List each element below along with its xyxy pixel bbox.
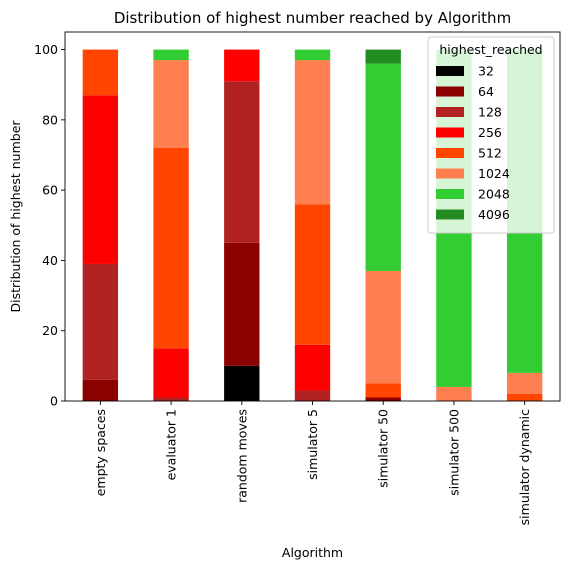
legend-swatch-2048 bbox=[436, 189, 464, 199]
legend-label-32: 32 bbox=[478, 64, 494, 79]
bar-segment-1024-simulator-50 bbox=[365, 270, 401, 384]
bar-segment-64-random-moves bbox=[224, 242, 260, 366]
legend-label-128: 128 bbox=[478, 105, 502, 120]
bar-segment-512-simulator-dynamic bbox=[506, 393, 543, 401]
bar-segment-512-simulator-5 bbox=[294, 204, 331, 345]
bar-segment-128-evaluator-1 bbox=[153, 397, 189, 401]
y-tick-label: 60 bbox=[42, 183, 58, 198]
bar-segment-128-empty-spaces bbox=[82, 263, 119, 380]
legend: highest_reached 32 64 128 256 512 1024 2048 4096 bbox=[427, 36, 555, 234]
bar-segment-256-simulator-5 bbox=[294, 344, 331, 391]
legend-label-1024: 1024 bbox=[478, 166, 510, 181]
y-tick-label: 20 bbox=[42, 323, 58, 338]
bar-segment-256-evaluator-1 bbox=[153, 348, 189, 398]
legend-label-256: 256 bbox=[478, 125, 502, 140]
bar-segment-128-simulator-5 bbox=[294, 390, 331, 401]
bar-segment-64-empty-spaces bbox=[82, 379, 119, 401]
bar-segment-1024-simulator-5 bbox=[294, 60, 331, 205]
bar-segment-1024-evaluator-1 bbox=[153, 60, 189, 148]
x-tick-label: simulator 500 bbox=[446, 409, 461, 496]
bar-segment-128-random-moves bbox=[224, 81, 260, 243]
y-tick-label: 80 bbox=[42, 112, 58, 127]
legend-swatch-4096 bbox=[436, 209, 464, 220]
chart-title: Distribution of highest number reached b… bbox=[114, 9, 511, 27]
bar-segment-2048-simulator-50 bbox=[365, 63, 401, 271]
legend-swatch-32 bbox=[436, 66, 464, 76]
legend-title: highest_reached bbox=[439, 42, 542, 57]
y-tick-label: 100 bbox=[34, 42, 58, 57]
bar-segment-256-empty-spaces bbox=[82, 95, 119, 264]
x-tick-label: simulator 50 bbox=[376, 409, 391, 488]
x-axis-title: Algorithm bbox=[282, 545, 343, 560]
bar-segment-512-simulator-50 bbox=[365, 383, 401, 398]
legend-swatch-128 bbox=[436, 107, 464, 117]
axes-layer: 0 20 40 60 80 100 empty spaces evaluator 1 rando… bbox=[34, 31, 561, 525]
bar-segment-2048-evaluator-1 bbox=[153, 49, 189, 61]
y-tick-label: 40 bbox=[42, 253, 58, 268]
bar-segment-2048-simulator-5 bbox=[294, 49, 331, 61]
legend-box bbox=[427, 36, 555, 234]
legend-swatch-512 bbox=[436, 148, 464, 158]
bar-segment-64-simulator-50 bbox=[365, 397, 401, 401]
bar-segment-512-evaluator-1 bbox=[153, 147, 189, 349]
y-axis-title: Distribution of highest number bbox=[8, 120, 23, 313]
legend-swatch-1024 bbox=[436, 168, 464, 179]
x-tick-label: simulator dynamic bbox=[517, 409, 532, 525]
bar-segment-32-random-moves bbox=[224, 365, 260, 401]
x-tick-label: evaluator 1 bbox=[164, 409, 179, 480]
bar-segment-256-random-moves bbox=[224, 49, 260, 82]
x-tick-label: empty spaces bbox=[93, 409, 108, 496]
legend-label-512: 512 bbox=[478, 146, 502, 161]
x-tick-label: simulator 5 bbox=[305, 409, 320, 480]
legend-label-4096: 4096 bbox=[478, 207, 510, 222]
legend-label-2048: 2048 bbox=[478, 187, 510, 202]
legend-swatch-64 bbox=[436, 86, 464, 97]
bar-segment-512-empty-spaces bbox=[82, 49, 119, 96]
bar-segment-4096-simulator-50 bbox=[365, 49, 401, 64]
bars-layer bbox=[82, 49, 543, 401]
legend-label-64: 64 bbox=[478, 84, 494, 99]
bar-segment-1024-simulator-dynamic bbox=[506, 372, 543, 394]
y-tick-label: 0 bbox=[50, 394, 58, 409]
legend-swatch-256 bbox=[436, 127, 464, 138]
x-tick-label: random moves bbox=[234, 409, 249, 503]
bar-segment-1024-simulator-500 bbox=[436, 386, 472, 401]
